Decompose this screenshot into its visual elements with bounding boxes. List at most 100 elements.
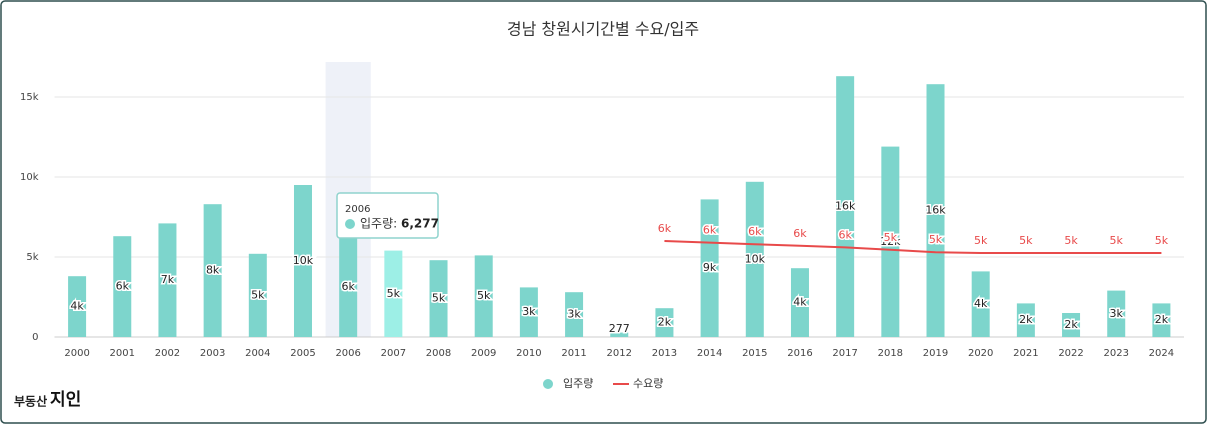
x-tick-label: 2001 [110, 348, 135, 359]
data-label: 5k [387, 287, 401, 300]
bar [1152, 303, 1171, 337]
bar [745, 181, 764, 337]
x-tick-label: 2013 [652, 348, 677, 359]
logo: 부동산 지인 [14, 390, 81, 410]
data-label: 6k [341, 280, 355, 293]
data-label: 2k [1155, 313, 1169, 326]
bar [384, 250, 403, 337]
y-tick-label: 15k [20, 92, 39, 103]
bar [429, 260, 448, 337]
data-label: 5k [1155, 234, 1169, 247]
logo-text: 부동산 [14, 394, 47, 409]
x-tick-label: 2016 [787, 348, 812, 359]
data-label: 2k [1064, 318, 1078, 331]
data-label: 4k [793, 296, 807, 309]
data-label: 10k [293, 254, 314, 267]
x-tick-label: 2017 [832, 348, 857, 359]
bar [1016, 303, 1035, 337]
x-tick-label: 2011 [561, 348, 586, 359]
data-label: 5k [477, 289, 491, 302]
plot: 0 5k 10k 15k 2000 2001 2002 2003 2004 2005 2006 200… [20, 62, 1184, 390]
bar [610, 332, 629, 337]
data-label: 5k [251, 288, 265, 301]
bar [655, 308, 674, 337]
x-tick-label: 2021 [1013, 348, 1038, 359]
x-tick-label: 2020 [968, 348, 993, 359]
bar [1107, 290, 1126, 337]
chart-title: 경남 창원시기간별 수요/입주 [507, 20, 699, 39]
data-label: 12k [880, 235, 901, 248]
data-label: 5k [1019, 234, 1033, 247]
data-label: 5k [929, 233, 943, 246]
bar [203, 204, 222, 337]
bar [293, 185, 312, 337]
x-tick-label: 2024 [1149, 348, 1174, 359]
bar [700, 199, 719, 337]
x-tick-label: 2005 [290, 348, 315, 359]
y-tick-label: 0 [32, 332, 38, 343]
x-tick-label: 2022 [1058, 348, 1083, 359]
data-label: 8k [206, 264, 220, 277]
bar [881, 146, 900, 337]
legend-marker [543, 379, 553, 389]
data-label: 6k [703, 224, 717, 237]
x-tick-label: 2012 [607, 348, 632, 359]
x-tick-label: 2002 [155, 348, 180, 359]
bar [474, 255, 493, 337]
tooltip-label: 입주량: [360, 217, 397, 231]
data-label: 2k [658, 316, 672, 329]
bar [926, 84, 945, 337]
x-tick-label: 2000 [64, 348, 89, 359]
data-label: 5k [432, 292, 446, 305]
bar [836, 76, 855, 337]
bar [790, 268, 809, 337]
data-label: 3k [1110, 307, 1124, 320]
data-label: 7k [161, 273, 175, 286]
bar [339, 236, 358, 337]
data-label: 6k [658, 222, 672, 235]
bar [565, 292, 584, 337]
tooltip-box [336, 192, 439, 239]
bar [971, 271, 990, 337]
line [664, 240, 1162, 254]
tooltip-marker [345, 219, 355, 229]
data-label: 10k [745, 252, 766, 265]
data-label: 6k [793, 227, 807, 240]
bar [1062, 313, 1081, 337]
data-label: 5k [974, 234, 988, 247]
x-tick-label: 2006 [335, 348, 360, 359]
data-label: 4k [70, 300, 84, 313]
bar [519, 287, 538, 337]
x-tick-label: 2018 [878, 348, 903, 359]
bar [68, 276, 87, 337]
data-label: 6k [116, 280, 130, 293]
y-tick-label: 5k [26, 252, 38, 263]
x-tick-label: 2009 [471, 348, 496, 359]
x-tick-label: 2023 [1104, 348, 1129, 359]
x-tick-label: 2004 [245, 348, 270, 359]
data-label: 277 [609, 322, 630, 335]
data-label: 16k [925, 204, 946, 217]
x-tick-label: 2007 [381, 348, 406, 359]
x-tick-label: 2008 [426, 348, 451, 359]
data-label: 9k [703, 261, 717, 274]
tooltip-title: 2006 [345, 204, 370, 215]
data-label: 6k [748, 225, 762, 238]
bar [248, 253, 267, 337]
x-tick-label: 2003 [200, 348, 225, 359]
data-label: 16k [835, 200, 856, 213]
x-tick-label: 2014 [697, 348, 722, 359]
data-label: 5k [884, 231, 898, 244]
y-tick-label: 10k [20, 172, 39, 183]
bar [158, 223, 177, 337]
data-label: 5k [1064, 234, 1078, 247]
x-tick-label: 2019 [923, 348, 948, 359]
data-label: 3k [567, 308, 581, 321]
legend-label: 수요량 [633, 377, 663, 390]
x-tick-label: 2010 [516, 348, 541, 359]
bar [113, 236, 132, 337]
x-tick-label: 2015 [742, 348, 767, 359]
data-label: 6k [838, 228, 852, 241]
